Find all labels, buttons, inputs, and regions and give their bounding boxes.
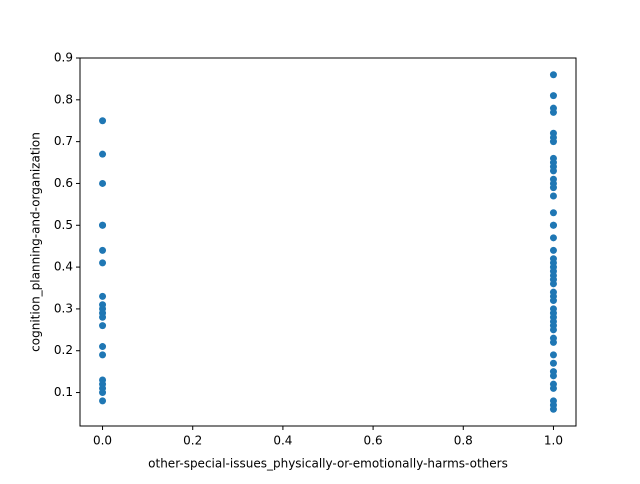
point [99,343,107,351]
point [99,246,107,254]
point [549,384,557,392]
plot-frame [79,57,577,427]
x-tick-label: 0.4 [273,434,292,448]
y-tick-label: 0.1 [54,385,73,399]
point [549,138,557,146]
point [549,71,557,79]
y-tick-label: 0.9 [54,51,73,65]
point [549,221,557,229]
point [549,351,557,359]
point [549,108,557,116]
point [549,297,557,305]
point [549,280,557,288]
y-tick-label: 0.6 [54,176,73,190]
point [99,322,107,330]
point [549,405,557,413]
y-tick-label: 0.5 [54,218,73,232]
point [549,234,557,242]
point [99,389,107,397]
point [549,184,557,192]
point [549,92,557,100]
point [549,326,557,334]
point [99,221,107,229]
point [99,150,107,158]
x-tick-label: 0.0 [93,434,112,448]
x-tick-label: 0.6 [364,434,383,448]
point [549,359,557,367]
point [549,372,557,380]
point [99,117,107,125]
point [549,338,557,346]
x-tick-label: 0.2 [183,434,202,448]
point [549,167,557,175]
y-tick-label: 0.8 [54,92,73,106]
point [99,292,107,300]
point [99,313,107,321]
x-axis-label: other-special-issues_physically-or-emoti… [148,457,508,471]
x-tick-label: 1.0 [544,434,563,448]
point [549,192,557,200]
y-tick-label: 0.2 [54,343,73,357]
point [99,351,107,359]
y-tick-label: 0.7 [54,134,73,148]
x-tick-label: 0.8 [454,434,473,448]
y-tick-label: 0.3 [54,301,73,315]
y-axis-label: cognition_planning-and-organization [29,132,43,352]
point [99,397,107,405]
y-tick-label: 0.4 [54,260,73,274]
point [549,209,557,217]
point [99,179,107,187]
point [549,246,557,254]
point [99,259,107,267]
